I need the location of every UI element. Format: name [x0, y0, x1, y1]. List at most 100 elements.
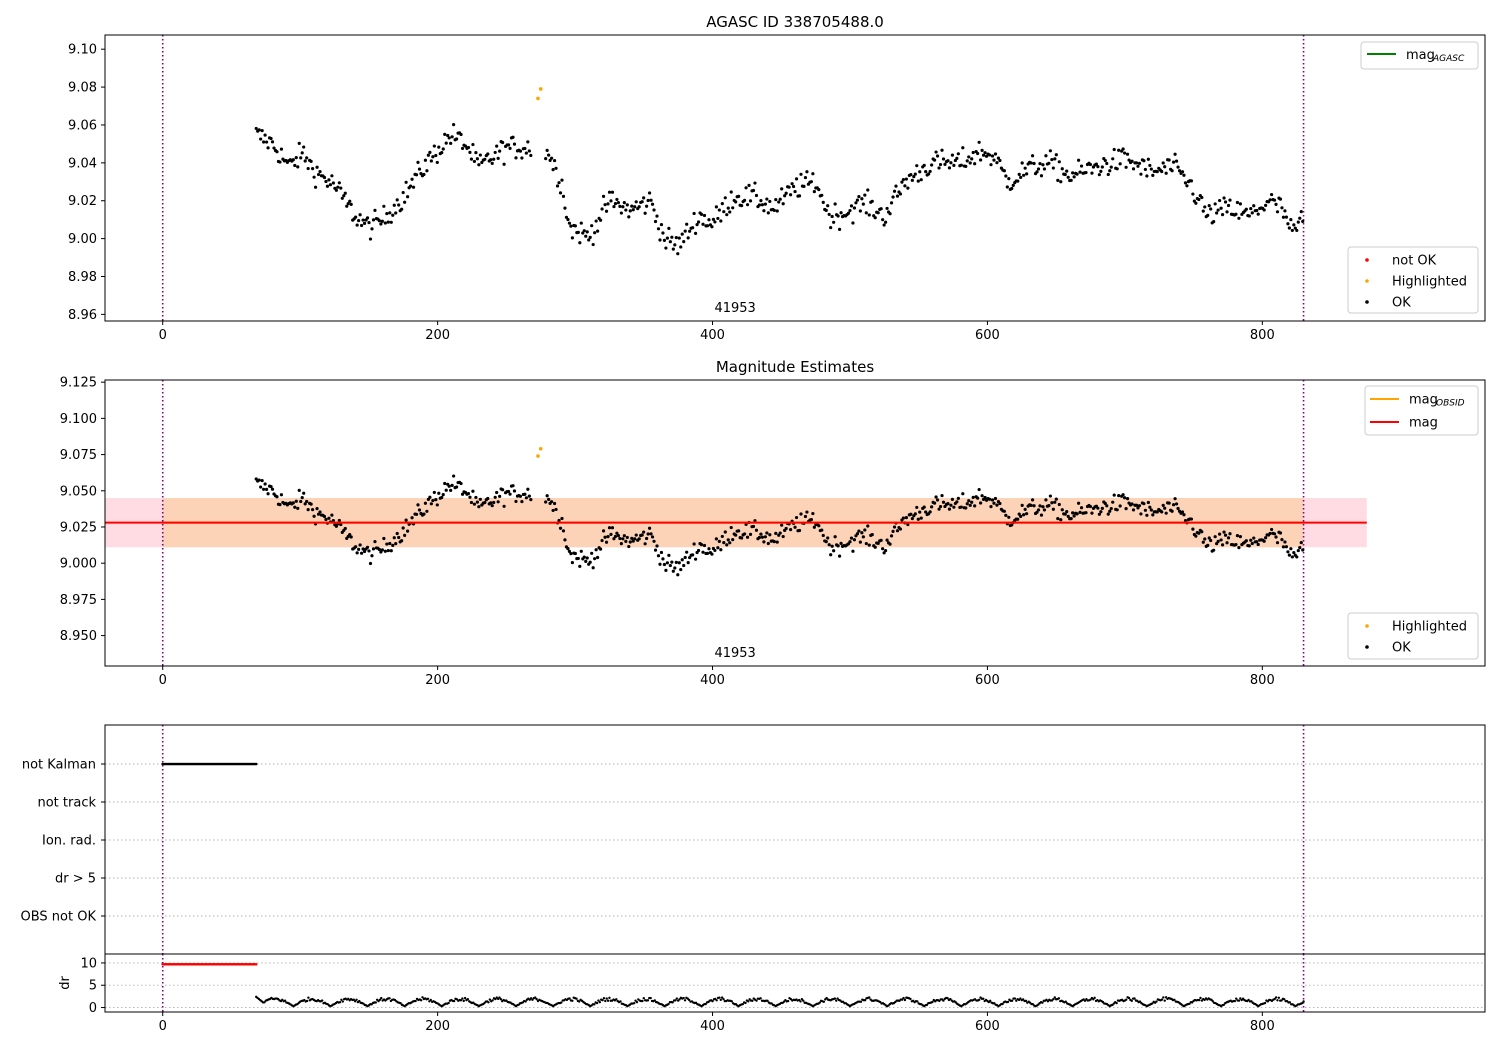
ok-point [1109, 165, 1113, 169]
ok-point [827, 212, 831, 217]
ok-point [1176, 506, 1180, 511]
ok-point [600, 538, 604, 543]
ok-point [631, 539, 635, 543]
ok-point [621, 205, 625, 209]
ok-point [774, 197, 778, 202]
ok-point [729, 525, 733, 530]
ok-point [1096, 165, 1100, 169]
ok-point [1072, 514, 1076, 518]
ok-point [688, 555, 692, 560]
ok-point [1164, 171, 1168, 175]
legend-marker [1365, 279, 1369, 283]
ok-point [434, 498, 438, 502]
dr-point [283, 999, 287, 1002]
ok-point [380, 548, 384, 552]
ok-point [1212, 219, 1216, 224]
ok-point [1171, 160, 1176, 164]
ok-point [848, 208, 852, 213]
ok-point [938, 162, 943, 167]
ok-point [646, 198, 650, 203]
ok-point [832, 220, 836, 224]
ok-point [1226, 203, 1231, 208]
ok-point [713, 220, 717, 224]
ok-point [1051, 166, 1055, 170]
ok-point [1004, 174, 1008, 178]
ok-point [775, 540, 779, 544]
dr-point [1302, 1000, 1305, 1003]
dr-point [859, 1000, 863, 1004]
ok-point [1076, 501, 1081, 505]
ok-point [373, 540, 377, 544]
ok-point [1105, 161, 1109, 166]
ok-point [1160, 169, 1164, 174]
ok-point [759, 198, 763, 203]
ok-point [1056, 517, 1060, 521]
ok-point [901, 177, 906, 182]
dr-point [1237, 999, 1241, 1002]
ok-point [852, 206, 857, 210]
dr-point [421, 996, 424, 999]
ok-point [705, 224, 710, 228]
ok-point [1155, 510, 1159, 514]
ok-point [1281, 545, 1286, 549]
ok-point [416, 160, 420, 164]
ok-point [377, 547, 382, 552]
ok-point [624, 208, 628, 212]
ok-point [392, 536, 396, 540]
ok-point [778, 531, 782, 535]
dr-point [1263, 1001, 1267, 1005]
dr-point [447, 1001, 450, 1005]
ok-point [437, 491, 441, 495]
ok-point [655, 214, 659, 218]
dr-point [751, 999, 754, 1003]
ok-point [922, 163, 926, 167]
ok-point [995, 161, 999, 165]
dr-point [534, 996, 537, 999]
ok-point [1020, 503, 1024, 507]
ok-point [904, 516, 908, 520]
ok-point [1117, 148, 1121, 152]
dr-point [1235, 997, 1238, 1000]
ok-point [713, 548, 717, 553]
ok-point [1203, 205, 1207, 209]
dr-point [1024, 999, 1028, 1003]
ok-point [1078, 510, 1082, 514]
flag-category-label: not Kalman [22, 758, 96, 773]
dr-point [487, 1001, 490, 1004]
ok-point [1256, 542, 1260, 547]
ok-point [1030, 154, 1035, 158]
ok-point [616, 534, 621, 538]
ok-point [661, 557, 665, 561]
ok-point [992, 501, 996, 505]
ok-point [1076, 158, 1081, 162]
ok-point [339, 522, 343, 527]
ok-point [1209, 207, 1213, 211]
ok-point [1019, 175, 1023, 179]
ok-point [1290, 228, 1294, 233]
dr-point [667, 1002, 670, 1006]
ok-point [766, 211, 770, 215]
ok-point [677, 561, 681, 565]
ok-point [370, 554, 374, 558]
ok-point [1134, 161, 1139, 165]
ok-point [640, 533, 644, 537]
ok-point [588, 560, 592, 564]
ok-point [354, 215, 358, 219]
ok-point [441, 147, 445, 151]
ok-point [459, 481, 463, 486]
ok-point [544, 156, 548, 161]
ok-point [452, 123, 456, 127]
ok-point [1042, 508, 1047, 512]
ok-point [909, 173, 913, 177]
ok-point [1235, 200, 1240, 205]
ok-point [658, 238, 662, 242]
ok-point [803, 514, 808, 519]
ok-point [432, 490, 436, 495]
ok-point [1203, 537, 1207, 541]
ok-point [511, 135, 515, 139]
ok-point [331, 181, 335, 185]
ok-point [891, 195, 895, 199]
ok-point [1069, 178, 1073, 182]
dr-point [1001, 1002, 1004, 1006]
